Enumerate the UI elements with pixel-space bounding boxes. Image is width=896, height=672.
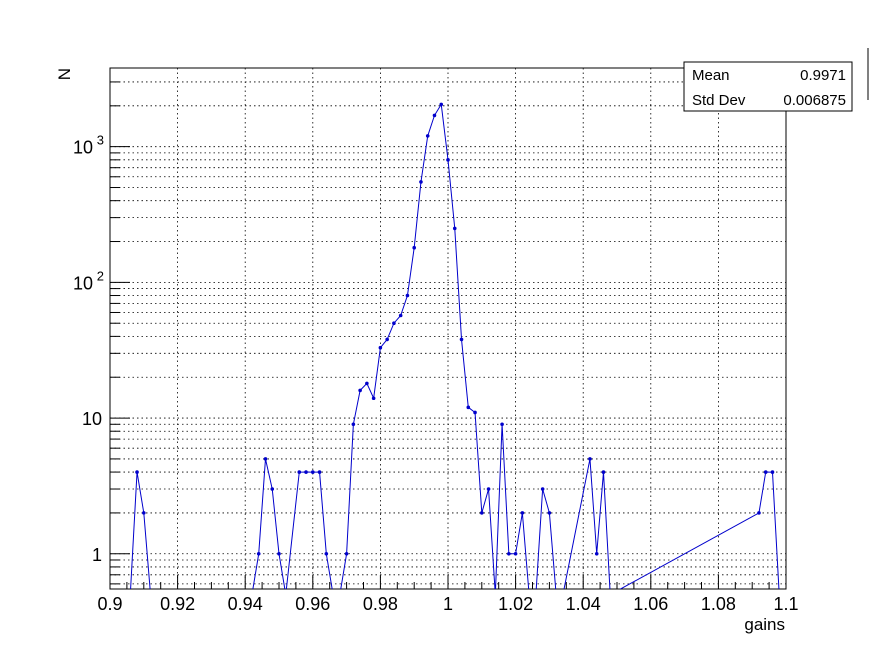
x-tick-label: 0.9 xyxy=(97,594,122,614)
data-point xyxy=(466,405,471,410)
data-point xyxy=(270,487,275,491)
data-point xyxy=(594,551,599,556)
data-point xyxy=(419,180,423,184)
x-tick-labels: 0.9 0.92 0.94 0.96 0.98 1 1.02 1.04 1.06 1.08 1.1 xyxy=(97,594,798,614)
data-point xyxy=(392,321,396,326)
x-tick-label: 0.98 xyxy=(363,594,398,614)
data-point xyxy=(378,345,383,350)
data-point xyxy=(770,470,775,474)
data-point xyxy=(432,113,437,118)
data-point xyxy=(412,245,417,250)
stats-std-value: 0.006875 xyxy=(783,92,846,109)
data-point xyxy=(425,134,430,138)
data-point xyxy=(757,511,761,515)
data-point xyxy=(439,102,444,107)
data-point xyxy=(371,396,376,401)
data-point xyxy=(385,337,389,342)
grid xyxy=(110,68,786,589)
data-point xyxy=(459,337,464,342)
series-layer xyxy=(130,102,780,589)
data-point xyxy=(513,551,518,556)
data-point xyxy=(507,551,511,556)
x-tick-label: 0.94 xyxy=(228,594,263,614)
stats-box-frame xyxy=(683,61,853,112)
data-point xyxy=(135,470,139,474)
data-point xyxy=(763,470,768,474)
x-axis-title: gains xyxy=(744,615,785,634)
data-point xyxy=(358,388,362,393)
data-point xyxy=(317,470,322,474)
data-point xyxy=(277,551,281,556)
plot-frame xyxy=(109,67,787,590)
data-point xyxy=(142,511,146,515)
y-tick-label: 1 xyxy=(92,545,102,565)
x-tick-label: 0.96 xyxy=(295,594,330,614)
stats-std-label: Std Dev xyxy=(692,92,746,109)
x-tick-label: 1.02 xyxy=(498,594,533,614)
data-point xyxy=(263,457,268,461)
x-tick-label: 1 xyxy=(443,594,453,614)
stats-mean-value: 0.9971 xyxy=(800,67,846,84)
data-point xyxy=(405,293,410,298)
data-point xyxy=(311,470,315,474)
data-point xyxy=(540,487,545,491)
x-tick-label: 1.1 xyxy=(773,594,798,614)
series-line xyxy=(130,102,780,589)
y-tick-label: 10 xyxy=(73,138,93,158)
y-tick-labels: 1 10 10 2 10 3 xyxy=(73,133,104,565)
y-tick-label: 10 xyxy=(82,409,102,429)
x-tick-label: 0.92 xyxy=(160,594,195,614)
data-point xyxy=(473,410,477,415)
data-point xyxy=(452,226,457,231)
data-point xyxy=(588,457,592,461)
stats-mean-label: Mean xyxy=(692,67,730,84)
y-tick-label: 10 xyxy=(73,273,93,293)
data-point xyxy=(446,158,450,162)
y-tick-exponent: 2 xyxy=(97,268,104,283)
data-point xyxy=(500,422,504,427)
data-point xyxy=(256,551,261,556)
data-point xyxy=(486,487,491,491)
x-tick-label: 1.04 xyxy=(566,594,601,614)
data-point xyxy=(365,381,369,386)
x-tick-label: 1.06 xyxy=(633,594,668,614)
stats-box: Mean 0.9971 Std Dev 0.006875 xyxy=(683,48,869,112)
data-point xyxy=(398,313,403,318)
data-point xyxy=(480,511,484,515)
data-point xyxy=(520,511,525,515)
x-tick-label: 1.08 xyxy=(701,594,736,614)
data-point xyxy=(324,551,329,556)
data-point xyxy=(344,551,349,556)
y-axis-title: N xyxy=(55,68,74,80)
data-point xyxy=(297,470,302,474)
data-point xyxy=(304,470,308,474)
y-tick-exponent: 3 xyxy=(97,133,104,148)
data-point xyxy=(547,511,552,515)
data-point xyxy=(601,470,606,474)
data-point xyxy=(351,422,356,427)
